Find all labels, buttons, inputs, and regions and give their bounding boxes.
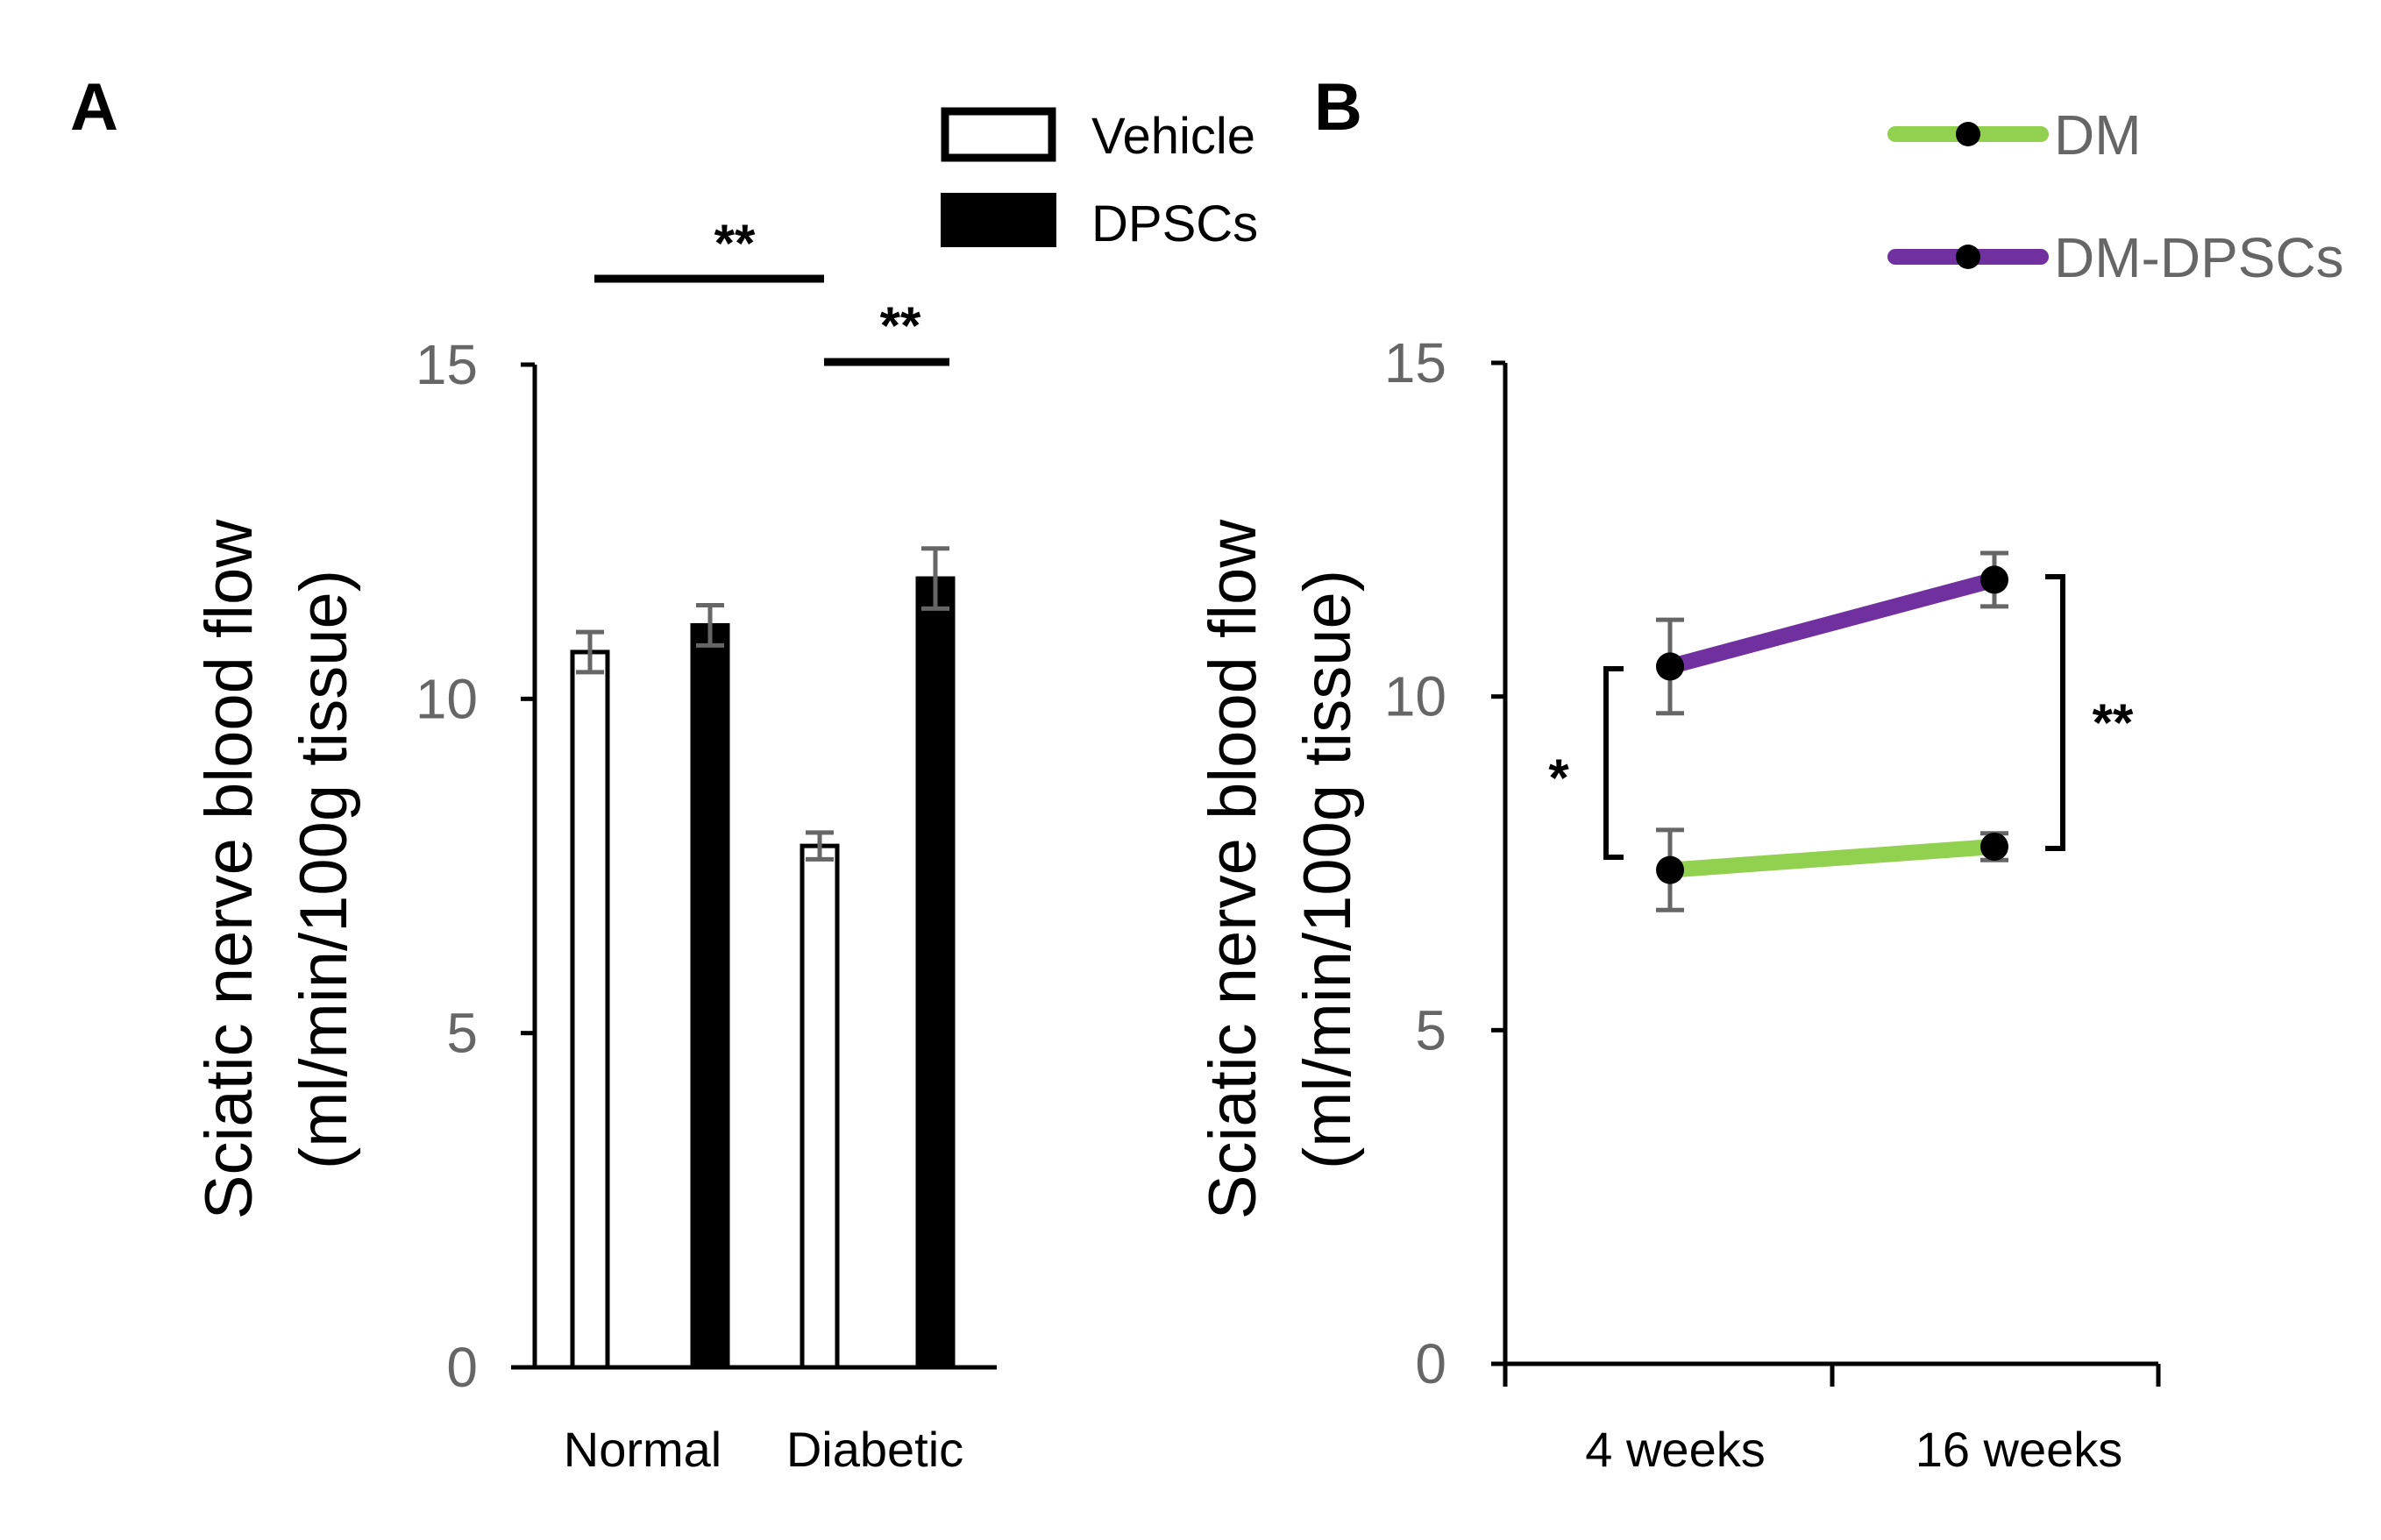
significance-label-b2: **: [2093, 693, 2134, 752]
point-dm-16-weeks: [1980, 832, 2008, 861]
line-dm-dpscs: [1667, 571, 1997, 675]
significance-label-a2: **: [880, 296, 921, 355]
y-tick-label-a-3: 15: [416, 333, 478, 396]
bar-normal-vehicle: [570, 649, 610, 1370]
y-ticks-a: 0 5 10 15: [416, 333, 535, 1399]
x-tick-label-normal: Normal: [564, 1422, 721, 1477]
y-tick-label-b-3: 15: [1384, 331, 1446, 394]
y-ticks-b: 0 5 10 15: [1384, 331, 1505, 1395]
y-label-b-line2: (ml/min/100g tissue): [1290, 570, 1365, 1169]
legend-marker-dm-dpscs: [1956, 245, 1980, 269]
lines-b: [1656, 550, 2008, 912]
y-label-b-line1: Sciatic nerve blood flow: [1196, 519, 1270, 1220]
y-tick-label-b-1: 5: [1415, 998, 1446, 1061]
legend-label-dpscs: DPSCs: [1091, 195, 1258, 252]
y-tick-label-a-2: 10: [416, 667, 478, 730]
legend-swatch-vehicle: [941, 107, 1056, 162]
legend-label-dm-dpscs: DM-DPSCs: [2054, 226, 2344, 289]
panel-b: B DM DM-DPSCs Sciatic nerve blood flow (…: [1196, 70, 2344, 1477]
legend-marker-dm: [1956, 122, 1980, 146]
x-tick-label-diabetic: Diabetic: [786, 1422, 963, 1477]
significance-bracket-b2: [2045, 574, 2065, 851]
error-bar-normal-dpscs: [696, 603, 724, 648]
x-tick-label-4-weeks: 4 weeks: [1585, 1422, 1765, 1477]
line-dm: [1669, 838, 1995, 878]
point-dm-dpscs-4-weeks: [1656, 652, 1684, 681]
bar-diabetic-dpscs: [915, 576, 956, 1370]
point-dm-4-weeks: [1656, 855, 1684, 884]
panel-b-letter: B: [1314, 70, 1362, 145]
y-tick-label-b-2: 10: [1384, 665, 1446, 728]
legend-label-vehicle: Vehicle: [1091, 108, 1255, 165]
legend-label-dm: DM: [2054, 103, 2142, 167]
y-label-a-line1: Sciatic nerve blood flow: [192, 519, 267, 1220]
x-tick-label-16-weeks: 16 weeks: [1915, 1422, 2123, 1477]
panel-a-letter: A: [70, 70, 118, 145]
significance-label-a1: **: [714, 214, 756, 273]
panel-a: A Vehicle DPSCs Sciatic nerve blood flow…: [70, 70, 1258, 1477]
error-bar-diabetic-vehicle: [806, 830, 834, 862]
bar-diabetic-vehicle: [800, 843, 840, 1370]
error-bar-diabetic-dpscs: [921, 546, 949, 611]
y-label-a-line2: (ml/min/100g tissue): [287, 570, 361, 1169]
error-bar-normal-vehicle: [576, 629, 604, 675]
significance-label-b1: *: [1548, 749, 1569, 807]
y-axis-label-b: Sciatic nerve blood flow (ml/min/100g ti…: [1196, 519, 1365, 1220]
y-tick-label-a-0: 0: [446, 1336, 478, 1399]
point-dm-dpscs-16-weeks: [1980, 565, 2008, 594]
legend-swatch-dpscs: [941, 193, 1056, 247]
significance-bracket-b1: [1603, 666, 1624, 860]
bars-a: [570, 546, 956, 1370]
bar-normal-dpscs: [690, 622, 730, 1370]
y-axis-label-a: Sciatic nerve blood flow (ml/min/100g ti…: [192, 519, 361, 1220]
y-tick-label-a-1: 5: [446, 1002, 478, 1065]
y-tick-label-b-0: 0: [1415, 1332, 1446, 1395]
